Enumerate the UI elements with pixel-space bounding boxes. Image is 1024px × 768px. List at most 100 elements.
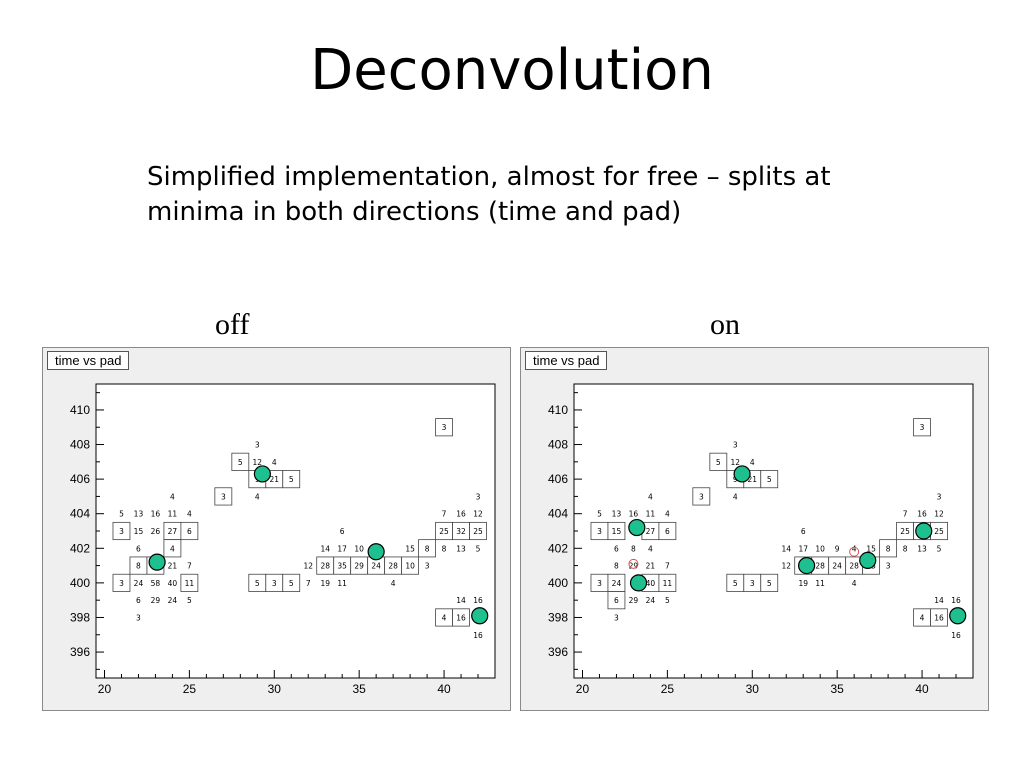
heatmap-bin-value: 15 bbox=[405, 544, 415, 553]
heatmap-bin-value: 6 bbox=[801, 527, 806, 536]
heatmap-bin-value: 10 bbox=[354, 544, 364, 553]
x-tick-label: 35 bbox=[830, 682, 844, 696]
heatmap-bin-value: 3 bbox=[699, 492, 704, 501]
heatmap-bin-box bbox=[469, 521, 487, 541]
heatmap-bin-value: 5 bbox=[767, 579, 772, 588]
heatmap-bin-box bbox=[760, 470, 779, 489]
heatmap-bin-value: 11 bbox=[337, 579, 347, 588]
heatmap-bin-value: 3 bbox=[442, 423, 447, 432]
heatmap-bin-value: 5 bbox=[476, 544, 481, 553]
heatmap-bin-value: 40 bbox=[168, 579, 178, 588]
heatmap-bin-value: 16 bbox=[951, 596, 961, 605]
heatmap-bin-value: 25 bbox=[900, 527, 910, 536]
heatmap-bin-value: 28 bbox=[849, 562, 859, 571]
cluster-marker bbox=[629, 574, 648, 592]
heatmap-bin-box bbox=[760, 573, 779, 592]
heatmap-bin-value: 8 bbox=[425, 544, 430, 553]
y-tick-label: 396 bbox=[70, 645, 90, 659]
heatmap-bin-value: 5 bbox=[937, 544, 942, 553]
slide-subtitle: Simplified implementation, almost for fr… bbox=[147, 160, 947, 230]
heatmap-bin-value: 7 bbox=[306, 579, 311, 588]
heatmap-bin-box bbox=[435, 418, 453, 437]
y-tick-label: 402 bbox=[70, 541, 90, 555]
y-tick-label: 402 bbox=[548, 541, 568, 555]
heatmap-bin-value: 14 bbox=[320, 544, 330, 553]
heatmap-bin-value: 5 bbox=[187, 596, 192, 605]
heatmap-bin-box bbox=[180, 521, 199, 541]
heatmap-bin-value: 3 bbox=[119, 579, 124, 588]
ghost-cluster-marker bbox=[628, 558, 639, 569]
heatmap-bin-value: 10 bbox=[405, 562, 415, 571]
heatmap-bin-value: 12 bbox=[781, 562, 791, 571]
heatmap-bin-value: 26 bbox=[151, 527, 161, 536]
histogram-title-on: time vs pad bbox=[525, 351, 608, 370]
heatmap-bin-value: 14 bbox=[781, 544, 791, 553]
heatmap-bin-value: 4 bbox=[920, 613, 925, 622]
heatmap-bin-value: 7 bbox=[187, 562, 192, 571]
heatmap-bin-value: 35 bbox=[337, 562, 347, 571]
heatmap-bin-value: 17 bbox=[337, 544, 347, 553]
heatmap-bin-value: 29 bbox=[629, 562, 639, 571]
y-tick-label: 398 bbox=[70, 610, 90, 624]
heatmap-bin-value: 3 bbox=[597, 579, 602, 588]
heatmap-bin-box bbox=[452, 608, 470, 627]
heatmap-bin-value: 27 bbox=[168, 527, 178, 536]
x-tick-label: 25 bbox=[661, 682, 675, 696]
heatmap-bin-box bbox=[607, 521, 626, 541]
heatmap-bin-value: 7 bbox=[903, 510, 908, 519]
heatmap-bin-value: 16 bbox=[917, 510, 927, 519]
heatmap-bin-value: 3 bbox=[920, 423, 925, 432]
histogram-title-off: time vs pad bbox=[47, 351, 130, 370]
heatmap-bin-value: 8 bbox=[442, 544, 447, 553]
heatmap-bin-value: 9 bbox=[733, 475, 738, 484]
heatmap-bin-value: 10 bbox=[815, 544, 825, 553]
heatmap-bin-value: 5 bbox=[238, 458, 243, 467]
heatmap-bin-value: 25 bbox=[439, 527, 449, 536]
heatmap-bin-value: 4 bbox=[187, 510, 192, 519]
heatmap-bin-value: 29 bbox=[354, 562, 364, 571]
heatmap-bin-value: 21 bbox=[168, 562, 178, 571]
heatmap-bin-value: 16 bbox=[951, 631, 961, 640]
x-tick-label: 20 bbox=[576, 682, 590, 696]
heatmap-bin-value: 5 bbox=[119, 510, 124, 519]
x-tick-label: 25 bbox=[183, 682, 197, 696]
cluster-marker bbox=[471, 607, 489, 625]
heatmap-bin-value: 16 bbox=[473, 596, 483, 605]
heatmap-bin-value: 24 bbox=[646, 596, 656, 605]
heatmap-bin-value: 19 bbox=[798, 579, 808, 588]
y-tick-label: 400 bbox=[70, 576, 90, 590]
heatmap-bin-box bbox=[692, 487, 711, 506]
heatmap-bin-value: 6 bbox=[187, 527, 192, 536]
y-tick-label: 400 bbox=[548, 576, 568, 590]
heatmap-bin-value: 5 bbox=[289, 475, 294, 484]
heatmap-bin-value: 40 bbox=[646, 579, 656, 588]
heatmap-bin-value: 24 bbox=[168, 596, 178, 605]
heatmap-bin-value: 21 bbox=[270, 475, 280, 484]
heatmap-bin-value: 8 bbox=[903, 544, 908, 553]
heatmap-bin-value: 4 bbox=[733, 492, 738, 501]
heatmap-bin-value: 27 bbox=[646, 527, 656, 536]
heatmap-bin-value: 13 bbox=[134, 510, 144, 519]
heatmap-bin-value: 15 bbox=[134, 527, 144, 536]
y-tick-label: 408 bbox=[548, 438, 568, 452]
ghost-cluster-marker bbox=[849, 546, 860, 557]
heatmap-bin-value: 8 bbox=[614, 562, 619, 571]
heatmap-bin-value: 6 bbox=[665, 527, 670, 536]
heatmap-bin-value: 12 bbox=[934, 510, 944, 519]
y-tick-label: 408 bbox=[70, 438, 90, 452]
heatmap-bin-value: 4 bbox=[391, 579, 396, 588]
cluster-marker bbox=[733, 465, 751, 483]
plot-area bbox=[95, 383, 496, 679]
x-tick-label: 40 bbox=[915, 682, 929, 696]
heatmap-bin-value: 8 bbox=[631, 544, 636, 553]
y-tick-label: 406 bbox=[548, 472, 568, 486]
cluster-marker bbox=[628, 518, 646, 537]
heatmap-bin-value: 3 bbox=[425, 562, 430, 571]
heatmap-bin-box bbox=[163, 539, 182, 558]
heatmap-bin-value: 16 bbox=[456, 613, 466, 622]
heatmap-bin-box bbox=[231, 452, 250, 471]
y-tick-label: 398 bbox=[548, 610, 568, 624]
heatmap-bin-box bbox=[180, 573, 199, 592]
heatmap-bin-value: 19 bbox=[320, 579, 330, 588]
